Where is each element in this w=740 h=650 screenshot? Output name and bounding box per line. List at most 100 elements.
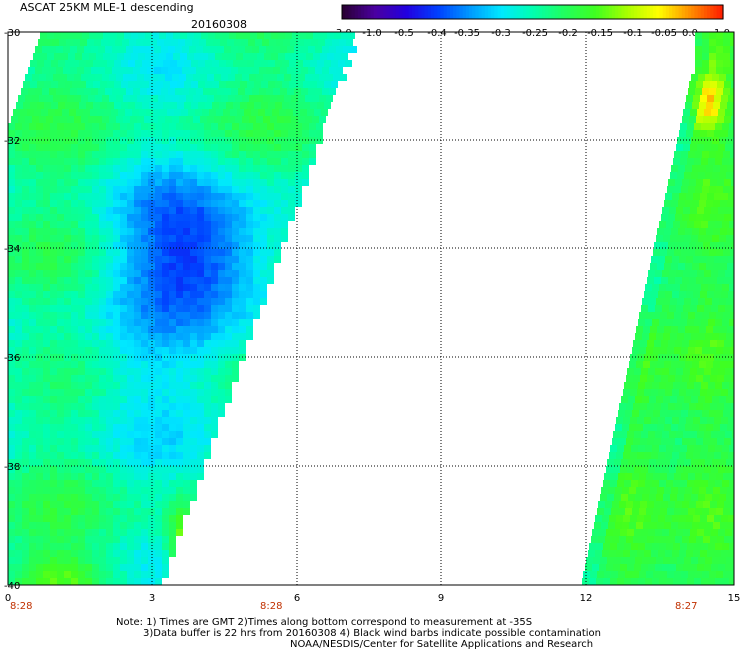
swath-cell: [78, 445, 85, 452]
swath-cell: [71, 242, 78, 249]
swath-cell: [716, 39, 723, 46]
swath-cell: [57, 172, 64, 179]
swath-cell: [57, 431, 64, 438]
swath-cell: [57, 340, 64, 347]
swath-cell: [695, 39, 702, 46]
swath-cell: [671, 326, 678, 333]
swath-cell: [169, 312, 176, 319]
swath-cell: [317, 102, 324, 109]
swath-cell: [666, 543, 673, 550]
swath-cell: [650, 361, 657, 368]
swath-cell: [36, 130, 43, 137]
swath-cell: [673, 543, 680, 550]
swath-cell: [48, 109, 55, 116]
swath-cell: [155, 242, 162, 249]
swath-cell: [78, 263, 85, 270]
swath-cell: [218, 270, 225, 277]
swath-cell: [682, 375, 689, 382]
swath-cell: [693, 130, 700, 137]
swath-cell: [96, 32, 103, 39]
swath-cell: [36, 312, 43, 319]
swath-cell: [686, 193, 693, 200]
swath-cell: [712, 557, 719, 564]
swath-cell: [197, 347, 204, 354]
swath-cell: [218, 123, 225, 130]
swath-cell: [78, 354, 85, 361]
swath-cell: [162, 207, 169, 214]
swath-cell: [231, 88, 238, 95]
swath-cell: [64, 452, 71, 459]
swath-cell: [8, 508, 15, 515]
swath-cell: [190, 487, 197, 494]
swath-cell: [295, 172, 302, 179]
swath-cell: [683, 144, 690, 151]
swath-cell: [695, 46, 702, 53]
swath-cell: [155, 494, 162, 501]
swath-cell: [723, 46, 730, 53]
swath-cell: [705, 396, 712, 403]
swath-cell: [50, 466, 57, 473]
swath-cell: [668, 179, 675, 186]
swath-cell: [169, 515, 176, 522]
swath-cell: [708, 480, 715, 487]
swath-cell: [690, 109, 697, 116]
swath-cell: [708, 123, 715, 130]
colorbar-swatch: [408, 5, 413, 19]
swath-cell: [159, 32, 166, 39]
swath-cell: [731, 81, 734, 88]
swath-cell: [204, 424, 211, 431]
swath-cell: [120, 151, 127, 158]
swath-cell: [157, 39, 164, 46]
swath-cell: [50, 312, 57, 319]
swath-cell: [730, 347, 734, 354]
swath-cell: [134, 221, 141, 228]
swath-cell: [629, 487, 636, 494]
swath-cell: [672, 452, 679, 459]
swath-cell: [71, 221, 78, 228]
swath-cell: [155, 487, 162, 494]
swath-cell: [639, 571, 646, 578]
swath-cell: [162, 130, 169, 137]
swath-cell: [724, 179, 731, 186]
swath-cell: [693, 95, 700, 102]
swath-cell: [58, 102, 65, 109]
swath-cell: [237, 109, 244, 116]
swath-cell: [156, 60, 163, 67]
swath-cell: [214, 116, 221, 123]
swath-cell: [246, 221, 253, 228]
colorbar-swatch: [469, 5, 473, 19]
swath-cell: [274, 172, 281, 179]
swath-cell: [102, 95, 109, 102]
swath-cell: [113, 382, 120, 389]
swath-cell: [34, 109, 41, 116]
swath-cell: [109, 95, 116, 102]
swath-cell: [50, 382, 57, 389]
swath-cell: [29, 417, 36, 424]
swath-cell: [50, 543, 57, 550]
swath-cell: [724, 340, 731, 347]
swath-cell: [57, 529, 64, 536]
swath-cell: [709, 508, 716, 515]
swath-cell: [141, 249, 148, 256]
swath-cell: [724, 277, 731, 284]
swath-cell: [225, 193, 232, 200]
swath-cell: [57, 473, 64, 480]
swath-cell: [78, 452, 85, 459]
swath-cell: [120, 396, 127, 403]
swath-cell: [709, 53, 716, 60]
swath-cell: [69, 109, 76, 116]
swath-cell: [15, 375, 22, 382]
swath-cell: [137, 74, 144, 81]
swath-cell: [153, 109, 160, 116]
swath-cell: [113, 333, 120, 340]
swath-cell: [92, 417, 99, 424]
swath-cell: [225, 235, 232, 242]
swath-cell: [134, 186, 141, 193]
swath-cell: [218, 172, 225, 179]
swath-cell: [621, 396, 628, 403]
swath-cell: [127, 578, 134, 585]
swath-cell: [655, 431, 662, 438]
swath-cell: [57, 165, 64, 172]
swath-cell: [155, 396, 162, 403]
swath-cell: [78, 571, 85, 578]
